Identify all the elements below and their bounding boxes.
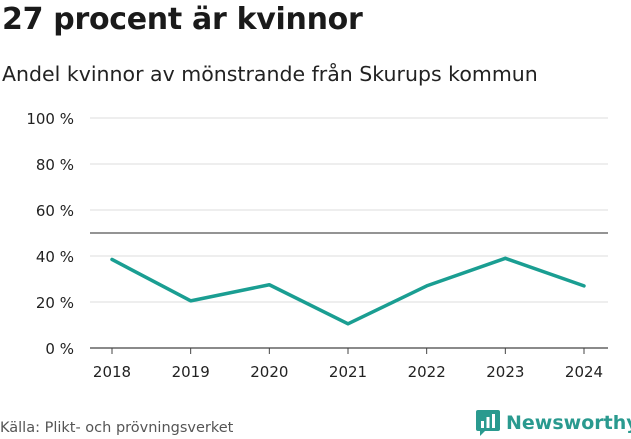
x-tick-label: 2022 <box>408 363 446 381</box>
chart-subtitle: Andel kvinnor av mönstrande från Skurups… <box>2 62 538 86</box>
y-tick-label: 40 % <box>36 248 74 266</box>
newsworthy-logo: Newsworthy <box>476 410 631 436</box>
x-tick-label: 2019 <box>172 363 210 381</box>
y-tick-label: 0 % <box>45 340 74 358</box>
series-line <box>110 256 586 326</box>
y-tick-label: 80 % <box>36 156 74 174</box>
x-tick-label: 2020 <box>250 363 288 381</box>
x-tick-label: 2021 <box>329 363 367 381</box>
chart-title: 27 procent är kvinnor <box>2 2 363 37</box>
y-tick-label: 20 % <box>36 294 74 312</box>
x-tick-label: 2018 <box>93 363 131 381</box>
brand-name: Newsworthy <box>506 412 631 434</box>
y-tick-label: 100 % <box>26 110 74 128</box>
y-tick-label: 60 % <box>36 202 74 220</box>
x-tick-label: 2024 <box>565 363 603 381</box>
source-note: Källa: Plikt- och prövningsverket <box>0 420 234 436</box>
bar-chart-icon <box>476 410 500 436</box>
x-tick-label: 2023 <box>486 363 524 381</box>
